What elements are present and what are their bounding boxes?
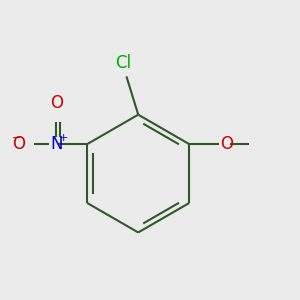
Text: N: N (50, 135, 63, 153)
Text: O: O (50, 94, 63, 112)
Text: Cl: Cl (116, 54, 132, 72)
Text: O: O (12, 135, 26, 153)
Text: +: + (59, 133, 68, 142)
Text: −: − (12, 133, 21, 142)
Text: O: O (220, 135, 233, 153)
